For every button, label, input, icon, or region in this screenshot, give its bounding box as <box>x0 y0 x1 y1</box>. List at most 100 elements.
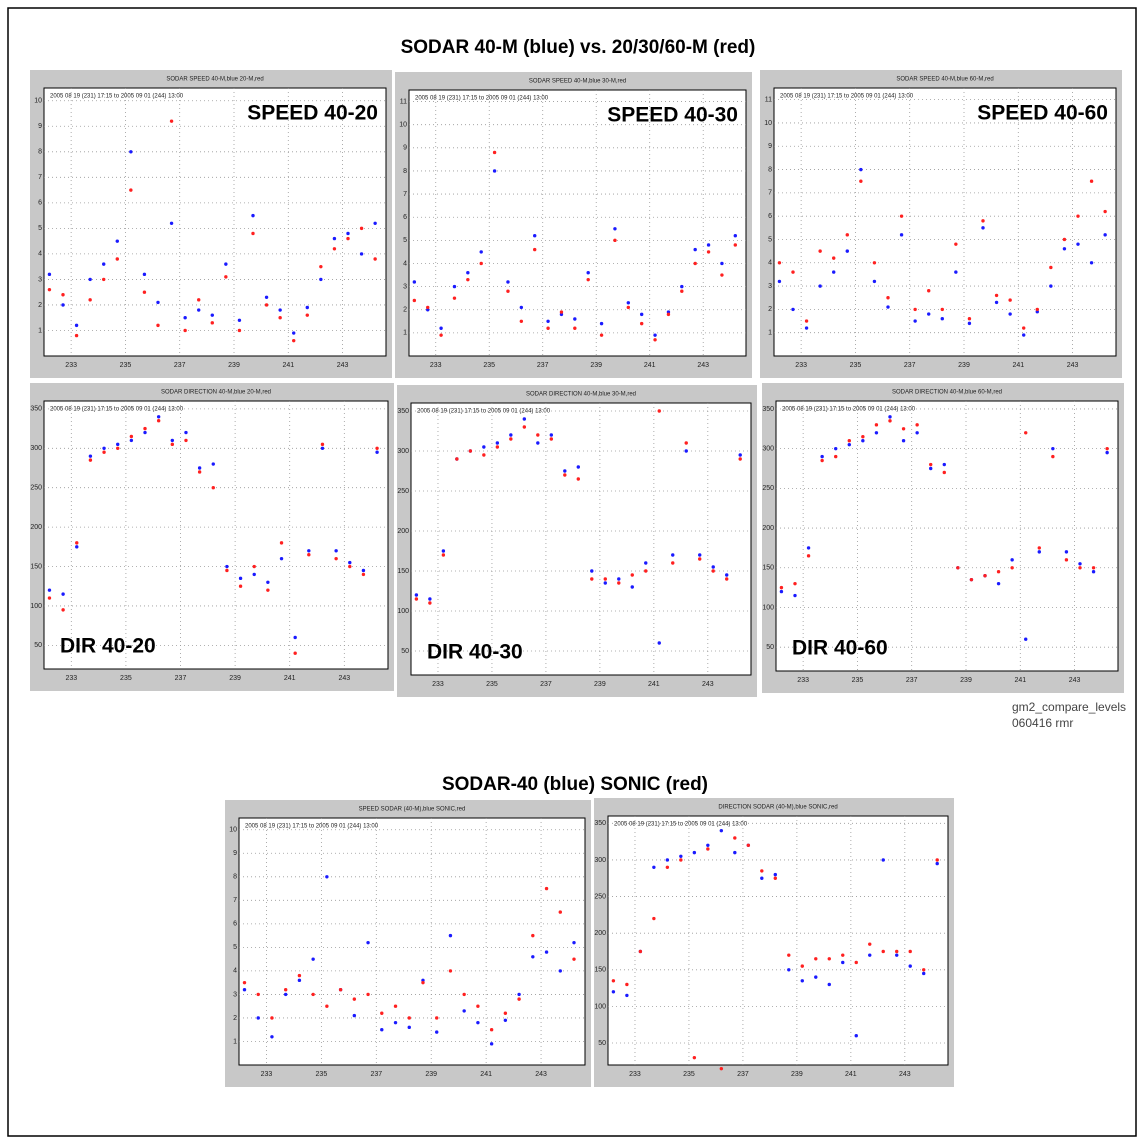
point <box>61 592 65 596</box>
point <box>533 234 537 238</box>
point <box>428 597 432 601</box>
point <box>617 577 621 581</box>
point <box>1103 209 1107 214</box>
panel-title: DIRECTION SODAR (40-M),blue SONIC,red <box>718 805 837 811</box>
y-tick-label: 7 <box>233 897 237 904</box>
point <box>573 317 577 321</box>
point <box>332 236 337 241</box>
point <box>170 442 175 447</box>
point <box>611 990 616 994</box>
point <box>901 427 906 431</box>
y-tick-label: 2 <box>403 307 407 314</box>
panel-subtitle: 2005 08 19 (231) 17:15 to 2005 09 01 (24… <box>245 824 379 830</box>
point <box>479 261 483 266</box>
point <box>967 321 972 326</box>
point <box>380 1028 384 1032</box>
point <box>47 287 52 292</box>
point <box>559 310 564 314</box>
point <box>760 876 764 880</box>
point <box>586 271 590 275</box>
point <box>818 284 822 288</box>
point <box>536 433 540 437</box>
point <box>320 446 325 450</box>
point <box>169 221 174 225</box>
point <box>847 442 851 447</box>
x-tick-label: 235 <box>486 681 498 688</box>
y-tick-label: 9 <box>233 850 237 857</box>
panel-subtitle: 2005 08 19 (231) 17:15 to 2005 09 01 (24… <box>782 407 916 413</box>
point <box>706 843 710 847</box>
point <box>886 296 890 300</box>
x-tick-label: 233 <box>65 362 77 369</box>
x-tick-label: 235 <box>316 1071 328 1078</box>
point <box>352 997 357 1001</box>
point <box>611 979 616 983</box>
y-tick-label: 2 <box>768 306 772 313</box>
point <box>956 566 960 570</box>
point <box>297 978 302 983</box>
point <box>834 446 838 451</box>
point <box>531 933 535 938</box>
y-tick-label: 250 <box>762 485 774 492</box>
point <box>935 858 939 862</box>
point <box>319 264 323 269</box>
point <box>1064 550 1069 554</box>
point <box>733 234 738 238</box>
y-tick-label: 6 <box>233 921 237 928</box>
y-tick-label: 10 <box>399 122 407 129</box>
point <box>334 556 338 561</box>
point <box>599 333 604 337</box>
point <box>874 423 879 427</box>
y-tick-label: 150 <box>30 563 42 570</box>
point <box>266 588 270 592</box>
point <box>170 438 175 443</box>
point <box>1010 566 1014 570</box>
x-tick-label: 233 <box>797 677 809 684</box>
point <box>88 277 92 282</box>
y-tick-label: 1 <box>233 1038 237 1045</box>
point <box>238 576 243 581</box>
point <box>874 431 879 435</box>
point <box>334 549 338 553</box>
y-tick-label: 9 <box>38 123 42 130</box>
x-tick-label: 239 <box>958 362 970 369</box>
point <box>47 272 52 277</box>
y-tick-label: 100 <box>762 604 774 611</box>
point <box>861 439 865 443</box>
point <box>1051 454 1055 459</box>
point <box>448 933 453 938</box>
point <box>439 333 443 337</box>
point <box>804 319 809 323</box>
point <box>657 409 661 413</box>
point <box>88 454 93 458</box>
point <box>293 635 297 640</box>
x-tick-label: 237 <box>537 362 549 369</box>
point <box>684 449 688 453</box>
point <box>1089 261 1094 265</box>
x-tick-label: 241 <box>644 362 656 369</box>
point <box>435 1016 439 1020</box>
y-tick-label: 2 <box>233 1015 237 1022</box>
point <box>868 942 872 946</box>
y-tick-label: 4 <box>233 968 237 975</box>
panel-title: SODAR SPEED 40-M,blue 30-M,red <box>529 79 626 85</box>
panel-subtitle: 2005 08 19 (231) 17:15 to 2005 09 01 (24… <box>415 96 549 102</box>
point <box>818 249 822 253</box>
point <box>653 333 657 337</box>
point <box>613 238 617 243</box>
point <box>361 568 366 573</box>
point <box>102 262 106 266</box>
y-tick-label: 350 <box>397 408 409 415</box>
point <box>940 307 944 312</box>
point <box>519 319 524 324</box>
x-tick-label: 241 <box>1012 362 1024 369</box>
x-tick-label: 243 <box>338 675 350 682</box>
point <box>590 569 594 573</box>
point <box>720 261 724 266</box>
y-tick-label: 1 <box>403 330 407 337</box>
y-tick-label: 200 <box>594 930 606 937</box>
point <box>804 326 809 330</box>
point <box>1078 566 1082 570</box>
point <box>225 568 229 573</box>
point <box>590 577 594 581</box>
